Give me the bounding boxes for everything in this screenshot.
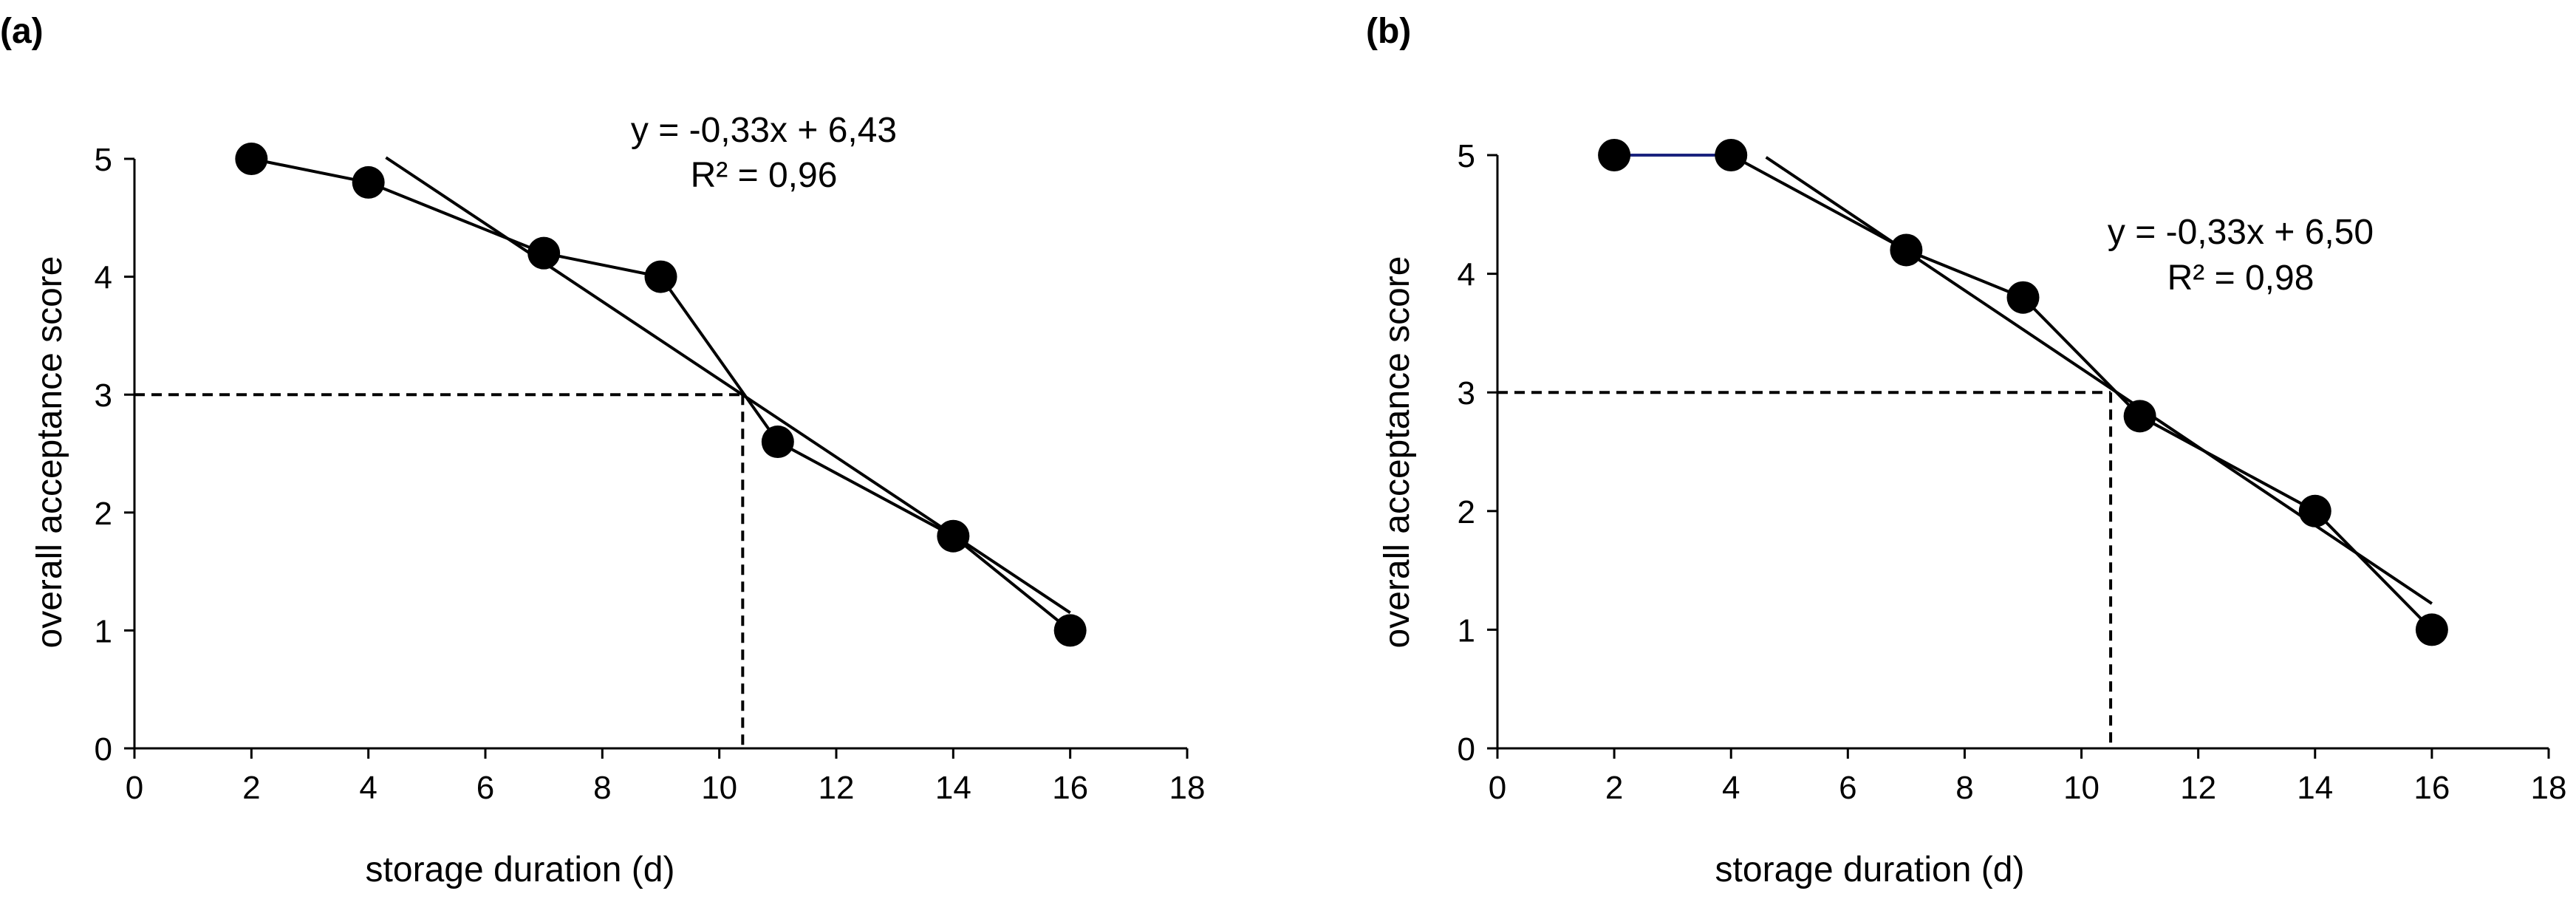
x-tick-label-a: 14	[935, 770, 971, 806]
panel-label-b: (b)	[1366, 12, 1411, 51]
x-tick-label-a: 8	[593, 770, 611, 806]
y-tick-label-b: 1	[1458, 612, 1475, 649]
series-line-segment-b	[1905, 248, 2024, 299]
x-tick-label-b: 18	[2531, 770, 2567, 806]
series-line-segment-a	[659, 276, 779, 443]
data-point-b	[1598, 139, 1631, 171]
y-tick-label-a: 3	[95, 377, 112, 414]
x-axis-title-b: storage duration (d)	[1715, 850, 2025, 889]
data-point-a	[527, 236, 561, 270]
series-line-segment-a	[776, 440, 954, 538]
y-tick-label-a: 4	[95, 260, 112, 296]
series-line-segment-a	[367, 181, 544, 255]
data-point-b	[2123, 400, 2156, 433]
y-tick-label-a: 1	[95, 613, 112, 649]
data-point-a	[644, 260, 677, 293]
series-line-segment-a	[952, 535, 1071, 632]
x-tick-label-b: 12	[2180, 770, 2216, 806]
y-tick-label-a: 2	[95, 496, 112, 532]
data-point-a	[235, 143, 268, 175]
y-tick-label-b: 5	[1458, 138, 1475, 174]
r-squared-label-a: R² = 0,96	[691, 156, 838, 195]
y-tick-label-a: 5	[95, 142, 112, 178]
y-axis-title-b: overall acceptance score	[1378, 256, 1417, 649]
series-line-segment-b	[2139, 414, 2316, 513]
x-tick-label-a: 18	[1169, 770, 1206, 806]
x-tick-label-b: 10	[2063, 770, 2100, 806]
x-tick-label-a: 16	[1052, 770, 1088, 806]
x-axis-title-a: storage duration (d)	[366, 850, 675, 889]
y-tick-label-a: 0	[95, 731, 112, 768]
y-tick-label-b: 0	[1458, 731, 1475, 768]
equation-label-a: y = -0,33x + 6,43	[631, 111, 897, 150]
data-point-b	[2006, 281, 2040, 314]
x-tick-label-a: 12	[819, 770, 855, 806]
data-point-b	[2415, 613, 2448, 646]
y-axis-title-a: overall acceptance score	[30, 256, 69, 649]
panel-label-a: (a)	[0, 12, 44, 51]
data-point-b	[1715, 139, 1748, 171]
equation-label-b: y = -0,33x + 6,50	[2108, 213, 2374, 252]
x-tick-label-b: 8	[1955, 770, 1973, 806]
x-tick-label-a: 10	[701, 770, 737, 806]
x-tick-label-a: 2	[242, 770, 260, 806]
y-tick-label-b: 4	[1458, 257, 1475, 293]
data-point-a	[352, 165, 385, 199]
data-point-b	[2298, 494, 2331, 527]
y-tick-label-b: 3	[1458, 375, 1475, 411]
series-line-segment-b	[1730, 154, 1907, 252]
data-point-a	[761, 426, 794, 459]
x-tick-label-a: 6	[476, 770, 494, 806]
series-line-segment-a	[543, 251, 661, 279]
r-squared-label-b: R² = 0,98	[2167, 259, 2314, 298]
chart-panel-b: (b) 0 2 4 6 8 10 12 14 16 18 0 1 2 3 4 5 y = -0,33x + 6…	[1288, 0, 2576, 902]
x-tick-label-b: 14	[2297, 770, 2333, 806]
data-point-a	[1053, 614, 1087, 647]
chart-panel-a: (a) 0 2 4 6 8 10 12 14 16 18 0 1 2 3 4 5 y = -0,33x + 6…	[0, 12, 1206, 889]
series-line-segment-b	[2314, 510, 2433, 631]
y-tick-label-b: 2	[1458, 494, 1475, 530]
trendline-b	[1765, 156, 2433, 605]
x-tick-label-a: 4	[359, 770, 377, 806]
x-tick-label-b: 6	[1839, 770, 1856, 806]
trendline-a	[385, 156, 1071, 615]
series-line-segment-a	[250, 157, 369, 184]
x-tick-label-a: 0	[126, 770, 143, 806]
x-tick-label-b: 4	[1722, 770, 1740, 806]
data-point-b	[1890, 233, 1923, 267]
series-line-segment-b	[2022, 296, 2142, 417]
x-tick-label-b: 0	[1489, 770, 1506, 806]
x-tick-label-b: 16	[2413, 770, 2450, 806]
x-tick-label-b: 2	[1605, 770, 1623, 806]
data-point-a	[937, 519, 970, 553]
